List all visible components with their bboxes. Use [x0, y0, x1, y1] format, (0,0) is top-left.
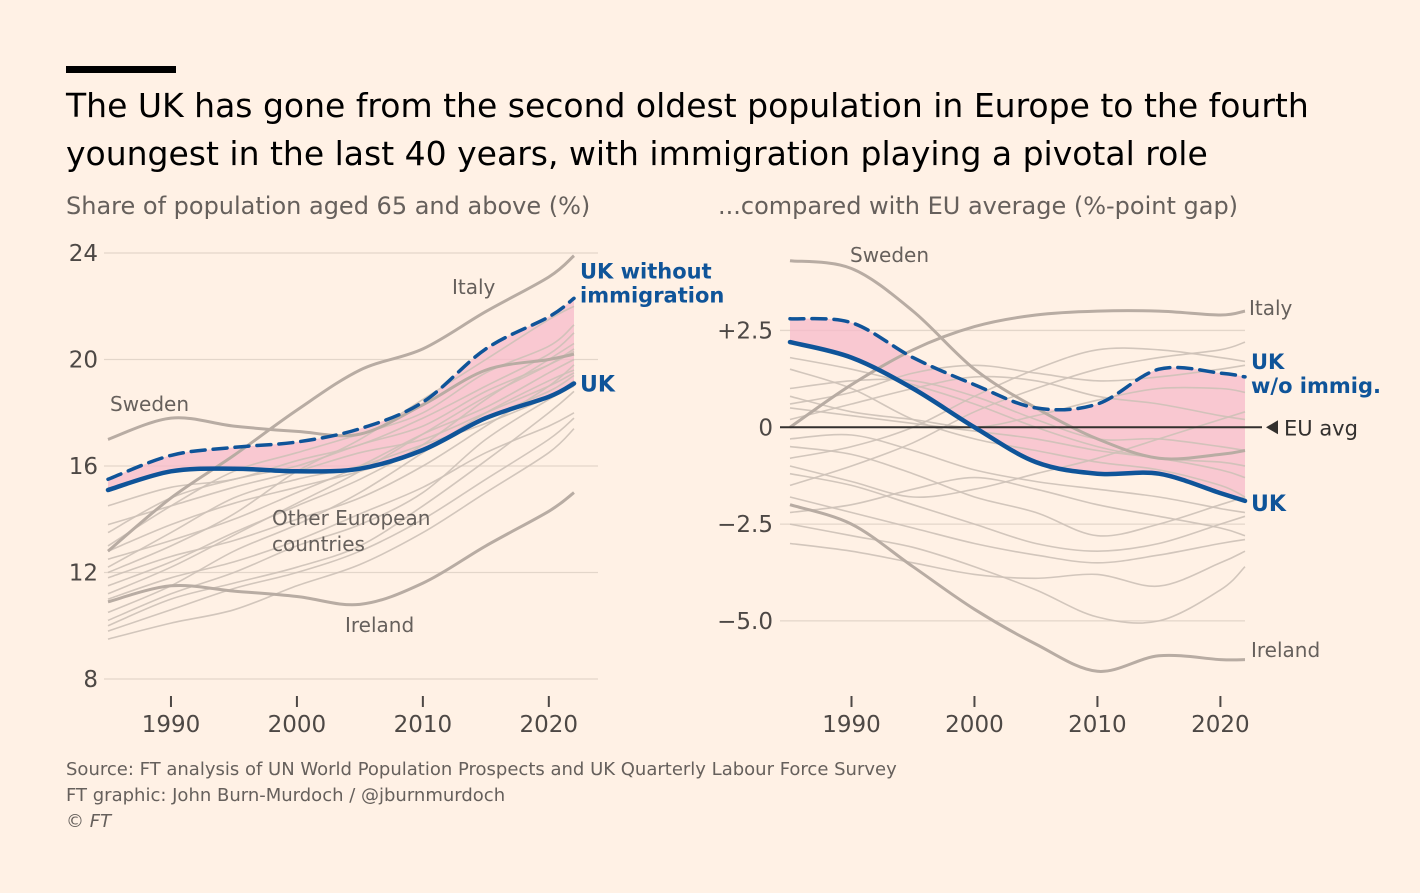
- annotation-line: Other European: [272, 506, 430, 530]
- x-tick-label: 2020: [520, 712, 579, 738]
- series-line-other-15: [789, 476, 1246, 537]
- series-line-other-11: [789, 411, 1246, 498]
- series-line-other-12: [789, 386, 1246, 429]
- series-line-other-1: [789, 368, 1246, 498]
- series-line-other-2: [789, 407, 1246, 479]
- series-line-other-4: [789, 341, 1246, 487]
- series-line-sweden: [107, 352, 575, 441]
- label-uk: UK: [1251, 492, 1287, 517]
- x-tick-label: 2020: [1191, 712, 1250, 738]
- series-line-uk-without-immigration: [788, 316, 1247, 412]
- series-line-other-13: [789, 433, 1246, 514]
- label-ireland: Ireland: [1251, 638, 1320, 662]
- series-line-other-17: [107, 348, 575, 595]
- label-italy: Italy: [1249, 296, 1293, 320]
- y-tick-label: −2.5: [717, 512, 773, 538]
- y-tick-label: 0: [758, 415, 773, 441]
- title-accent-bar: [66, 66, 176, 73]
- label-uk-without-immigration: UK without immigration: [580, 259, 724, 307]
- x-tick-label: 2010: [1068, 712, 1127, 738]
- series-line-other-15: [107, 390, 575, 627]
- y-tick-label: 20: [69, 348, 98, 374]
- series-line-other-10: [789, 542, 1246, 588]
- annotation-line: countries: [272, 532, 365, 556]
- series-line-other-12: [107, 380, 575, 568]
- series-line-other-10: [107, 417, 575, 632]
- x-tick-label: 2000: [945, 712, 1004, 738]
- label-uk: UK: [580, 372, 616, 397]
- series-line-uk: [787, 339, 1248, 504]
- annotation-other-countries: Other European countries: [272, 506, 430, 556]
- x-axis: 1990 2000 2010 2020: [822, 696, 1250, 738]
- y-gridlines: 8 12 16 20 24: [69, 241, 598, 693]
- label-ireland: Ireland: [345, 613, 414, 637]
- series-line-ireland: [107, 491, 575, 607]
- series-line-ireland: [789, 503, 1246, 673]
- left-chart: 8 12 16 20 24 1990 2000 2010 2020 Italy Sweden Irel…: [69, 241, 725, 738]
- series-line-other-4: [107, 342, 575, 587]
- footer: Source: FT analysis of UN World Populati…: [66, 757, 897, 835]
- highlight-country-lines: Italy Sweden Ireland: [107, 254, 575, 637]
- series-line-other-9: [107, 428, 575, 640]
- series-line-other-7: [789, 445, 1246, 537]
- series-line-italy: [107, 254, 575, 553]
- series-line-other-16: [789, 496, 1246, 564]
- label-sweden: Sweden: [850, 243, 929, 267]
- x-tick-label: 1990: [822, 712, 881, 738]
- series-line-uk: [105, 381, 577, 493]
- series-line-other-5: [789, 378, 1246, 452]
- series-line-italy: [789, 309, 1246, 429]
- source-note: Source: FT analysis of UN World Populati…: [66, 759, 897, 780]
- label-line: UK: [1251, 350, 1285, 374]
- y-gridlines: +2.5 0 −2.5 −5.0: [717, 318, 1245, 635]
- x-axis: 1990 2000 2010 2020: [142, 696, 578, 738]
- y-tick-label: 16: [69, 454, 98, 480]
- x-tick-label: 1990: [142, 712, 201, 738]
- graphic-credit: FT graphic: John Burn-Murdoch / @jburnmu…: [66, 785, 506, 806]
- chart-title: The UK has gone from the second oldest p…: [66, 86, 1309, 173]
- label-line: UK without: [580, 259, 712, 283]
- y-tick-label: +2.5: [717, 318, 773, 344]
- right-chart-subtitle: ...compared with EU average (%-point gap…: [718, 192, 1239, 220]
- y-tick-label: 24: [69, 241, 98, 267]
- series-line-other-2: [107, 305, 575, 574]
- other-country-lines: [107, 305, 575, 640]
- label-uk-without-immigration: UK w/o immig.: [1251, 350, 1381, 398]
- label-line: w/o immig.: [1251, 374, 1381, 398]
- series-line-other-6: [789, 375, 1246, 421]
- left-chart-subtitle: Share of population aged 65 and above (%…: [66, 192, 591, 220]
- series-line-other-11: [107, 369, 575, 614]
- y-tick-label: −5.0: [717, 609, 773, 635]
- right-chart: +2.5 0 −2.5 −5.0 1990 2000 2010 2020 Sweden Italy…: [717, 243, 1381, 738]
- series-line-other-3: [789, 347, 1246, 460]
- eu-average-arrow-icon: [1266, 420, 1278, 435]
- label-italy: Italy: [452, 275, 496, 299]
- y-tick-label: 8: [83, 667, 98, 693]
- label-sweden: Sweden: [110, 392, 189, 416]
- series-line-other-8: [789, 472, 1246, 553]
- label-line: immigration: [580, 283, 724, 307]
- y-tick-label: 12: [69, 561, 98, 587]
- x-tick-label: 2010: [394, 712, 453, 738]
- eu-average-label: EU avg: [1284, 416, 1358, 440]
- x-tick-label: 2000: [268, 712, 327, 738]
- series-line-other-8: [107, 412, 575, 600]
- series-line-other-14: [107, 372, 575, 526]
- copyright: © FT: [66, 811, 112, 832]
